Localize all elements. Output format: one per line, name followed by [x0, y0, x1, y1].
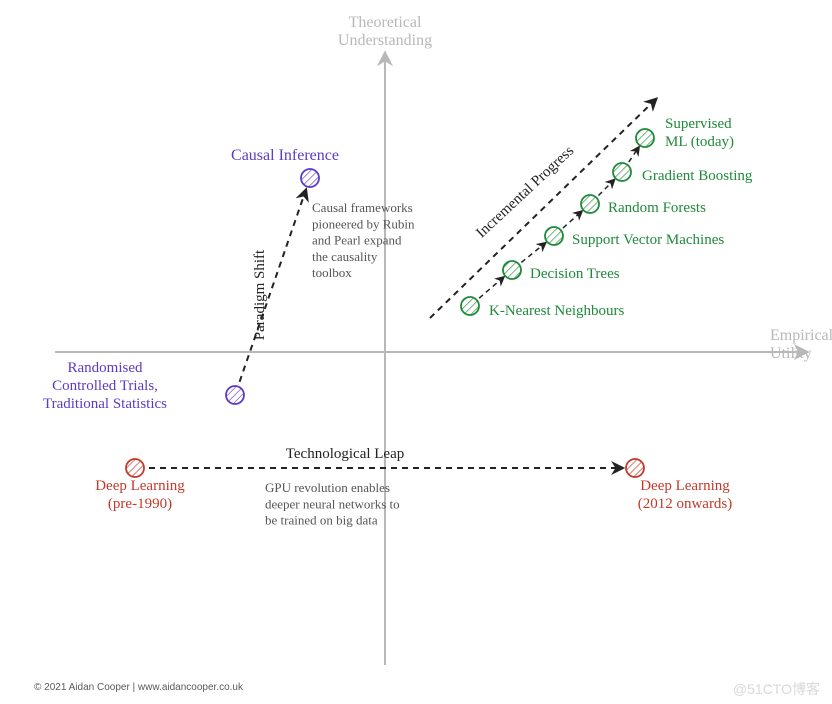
node-knn: K-Nearest Neighbours [461, 297, 625, 319]
copyright-footer: © 2021 Aidan Cooper | www.aidancooper.co… [34, 682, 244, 693]
node-dl_pre: Deep Learning(pre-1990) [95, 459, 185, 512]
node-label: Support Vector Machines [572, 232, 724, 248]
y-axis-label: TheoreticalUnderstanding [338, 14, 432, 49]
ml-chain-link [629, 148, 639, 162]
node-marker [461, 297, 479, 315]
node-rct: RandomisedControlled Trials,Traditional … [43, 360, 244, 412]
ml-chain-link [598, 180, 613, 195]
x-axis-label: EmpiricalUtility [770, 327, 832, 362]
node-marker [613, 163, 631, 181]
node-gb: Gradient Boosting [613, 163, 753, 184]
node-dl_post: Deep Learning(2012 onwards) [626, 459, 732, 512]
node-marker [226, 386, 244, 404]
node-dt: Decision Trees [503, 261, 620, 282]
transition-title: Paradigm Shift [252, 249, 268, 340]
ml-chain-link [479, 278, 503, 298]
quadrant-diagram: EmpiricalUtility TheoreticalUnderstandin… [0, 0, 832, 704]
node-marker [636, 129, 654, 147]
node-marker [626, 459, 644, 477]
node-label: Deep Learning(2012 onwards) [638, 478, 733, 512]
node-sml: SupervisedML (today) [636, 116, 734, 150]
node-marker [301, 169, 319, 187]
node-rf: Random Forests [581, 195, 706, 216]
node-marker [581, 195, 599, 213]
transition-title: Technological Leap [286, 446, 404, 462]
node-label: Random Forests [608, 200, 706, 216]
axes: EmpiricalUtility TheoreticalUnderstandin… [55, 14, 832, 665]
node-label: Decision Trees [530, 266, 620, 282]
transition-arrow [240, 191, 306, 382]
node-svm: Support Vector Machines [545, 227, 724, 248]
watermark: @51CTO博客 [733, 681, 820, 697]
node-label: Gradient Boosting [642, 168, 753, 184]
transition-caption: GPU revolution enablesdeeper neural netw… [265, 480, 400, 528]
node-label: Deep Learning(pre-1990) [95, 478, 185, 512]
node-label: Causal Inference [231, 147, 339, 164]
node-causal: Causal Inference [231, 147, 339, 187]
transition-caption: Causal frameworkspioneered by Rubinand P… [312, 200, 415, 280]
node-marker [545, 227, 563, 245]
node-marker [126, 459, 144, 477]
node-label: SupervisedML (today) [665, 116, 734, 150]
node-marker [503, 261, 521, 279]
ml-chain-link [521, 244, 544, 263]
node-label: RandomisedControlled Trials,Traditional … [43, 360, 167, 412]
ml-chain-link [563, 212, 581, 228]
node-label: K-Nearest Neighbours [489, 303, 625, 319]
